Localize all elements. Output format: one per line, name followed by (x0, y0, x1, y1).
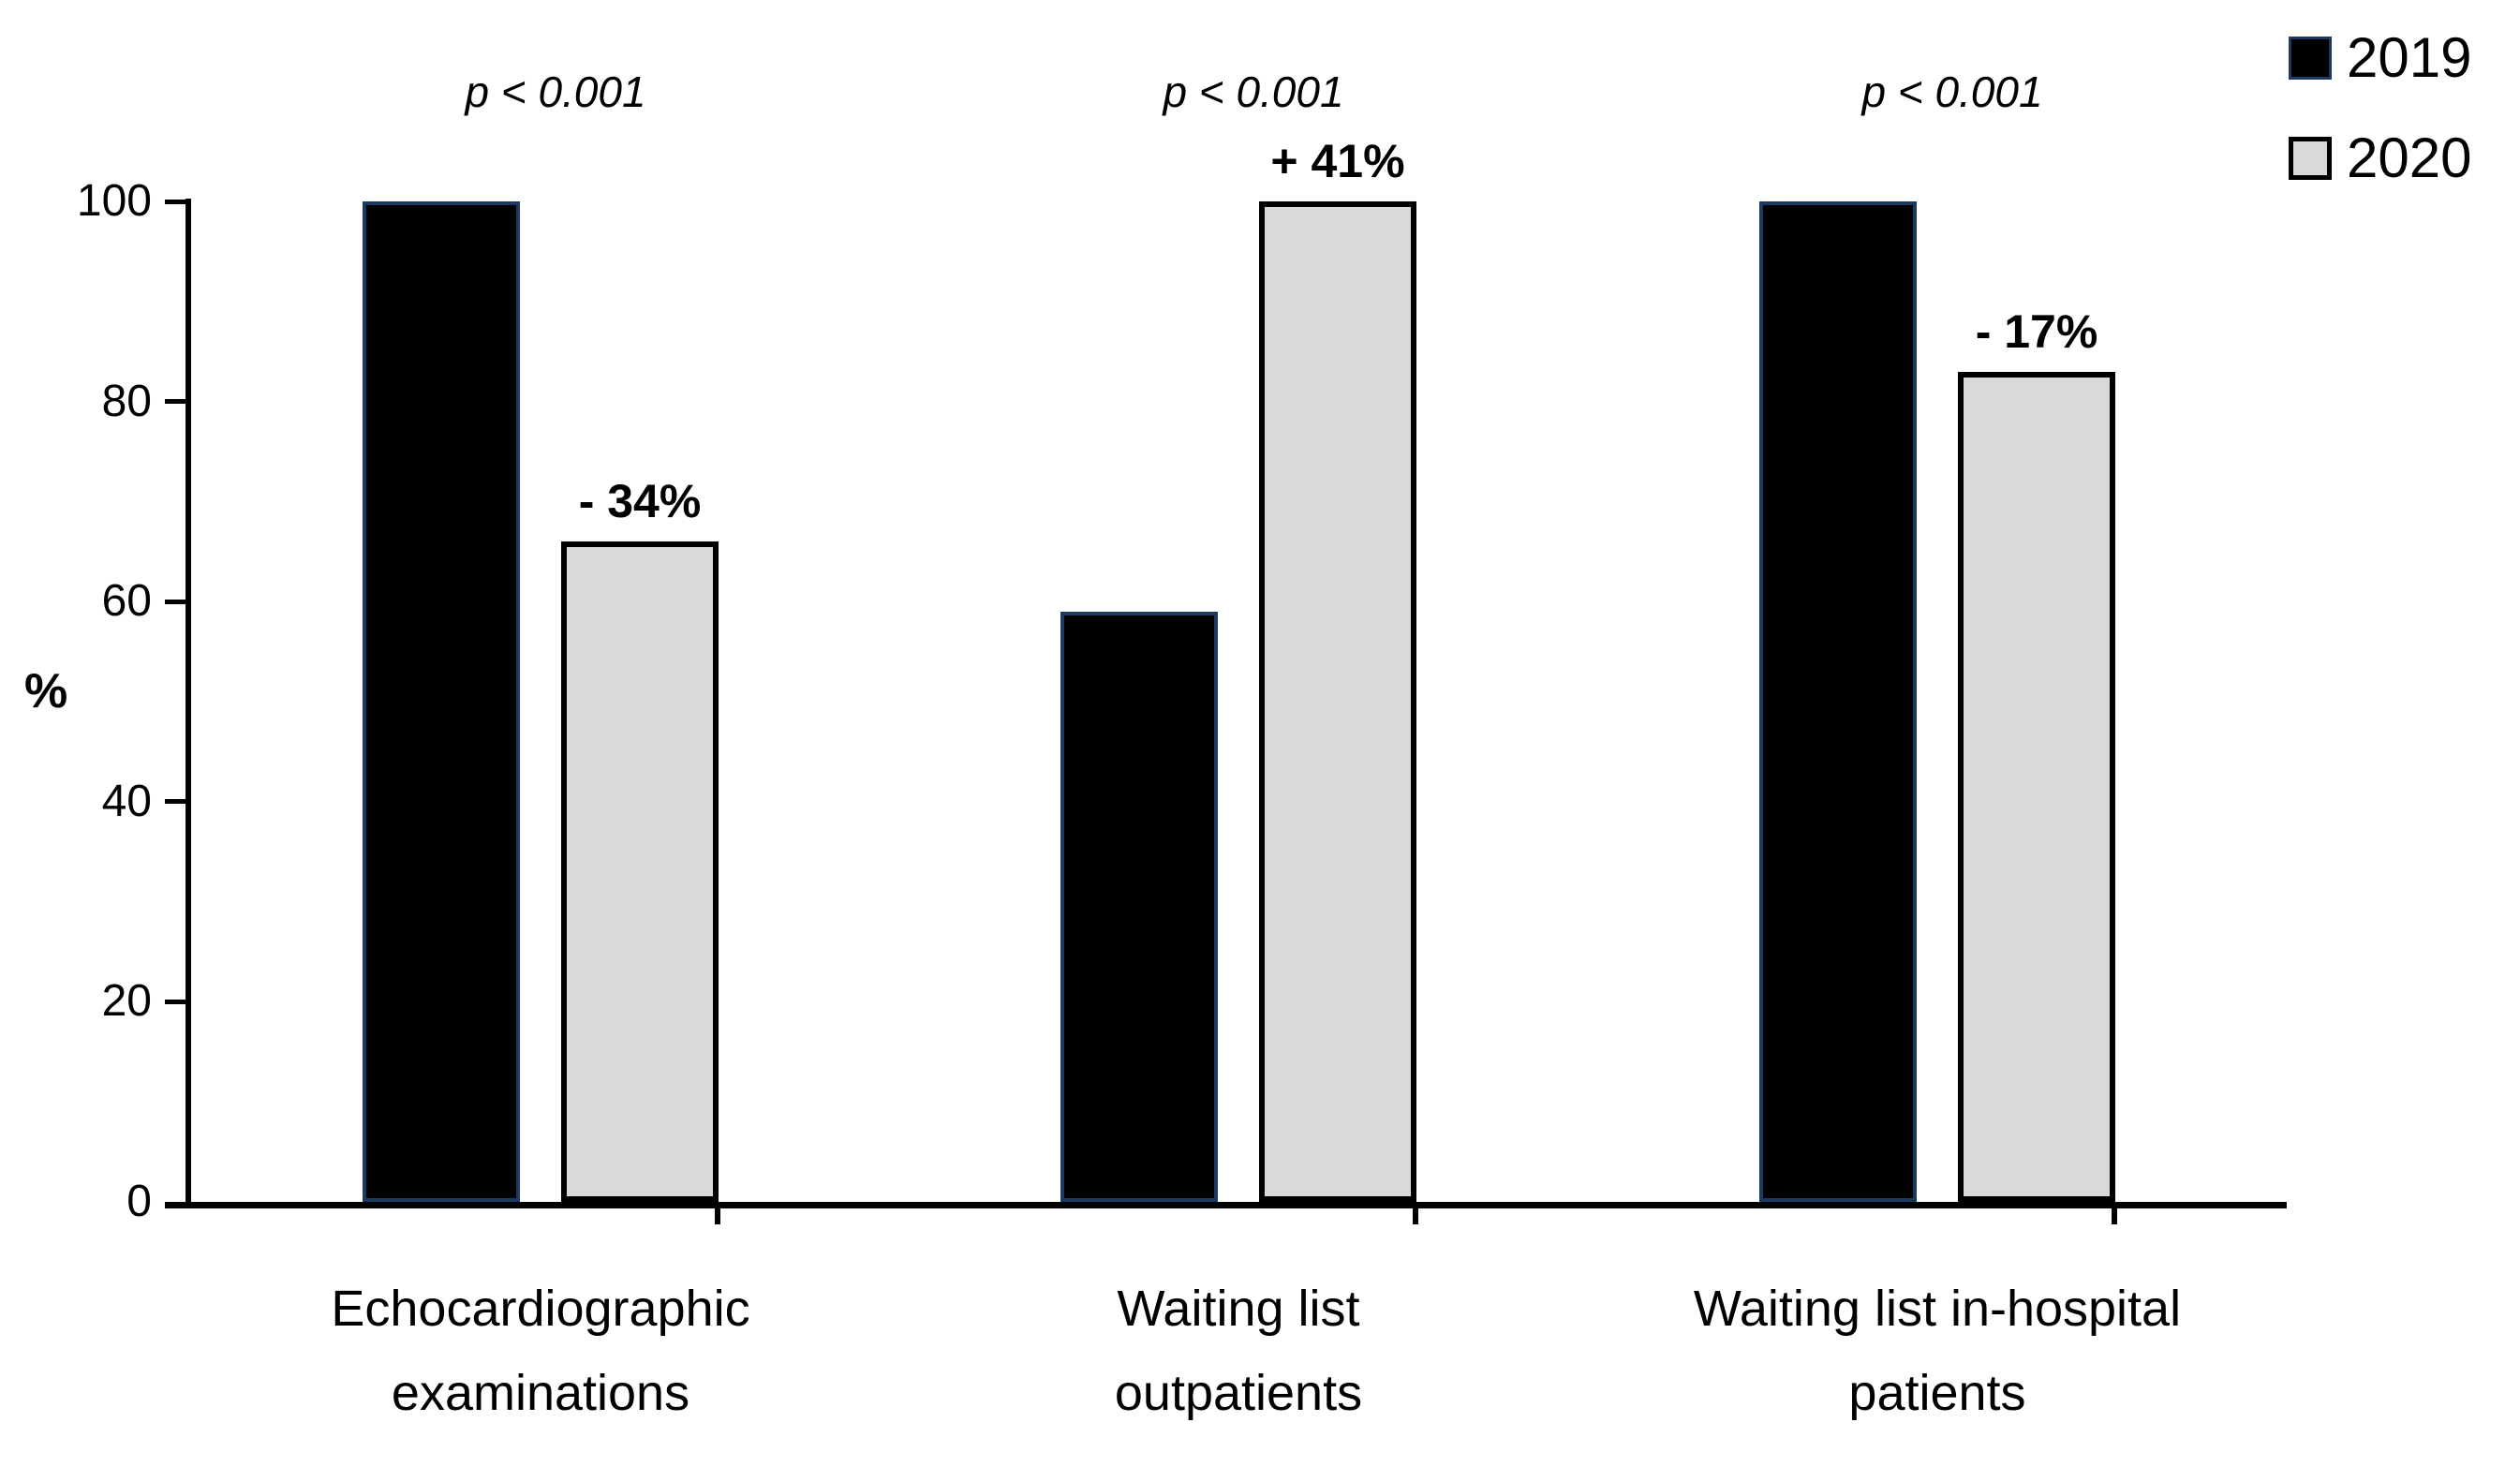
category-label-line: examinations (391, 1365, 690, 1421)
bar-2020-2 (1958, 371, 2115, 1202)
y-tick (165, 799, 191, 805)
category-label-line: Waiting list (1117, 1281, 1360, 1337)
y-tick-label: 100 (76, 176, 152, 226)
y-tick (165, 399, 191, 405)
legend-swatch-2020-icon (2289, 137, 2332, 180)
category-label: Waiting list in-hospital patients (1516, 1267, 2359, 1435)
y-tick-label: 0 (126, 1177, 152, 1226)
x-tick (715, 1202, 720, 1224)
y-axis (185, 199, 191, 1205)
y-axis-title: % (24, 664, 68, 719)
x-axis (165, 1202, 2287, 1208)
p-value-label: p < 0.001 (1163, 67, 1344, 116)
change-label: + 41% (1270, 135, 1405, 187)
category-label: Waiting list outpatients (817, 1267, 1660, 1435)
y-tick (165, 199, 191, 204)
x-tick (1413, 1202, 1418, 1224)
bar-2019-0 (363, 201, 520, 1202)
y-tick-label: 80 (101, 376, 152, 426)
category-label-line: Waiting list in-hospital (1693, 1281, 2182, 1337)
y-tick-label: 40 (101, 776, 152, 826)
legend-label-2019: 2019 (2347, 26, 2472, 89)
category-label-line: patients (1848, 1365, 2026, 1421)
change-label: - 34% (578, 475, 702, 528)
bar-2020-0 (561, 541, 719, 1202)
bar-2019-2 (1759, 201, 1917, 1202)
y-tick (165, 599, 191, 604)
legend-item-2019: 2019 (2289, 27, 2471, 89)
category-label-line: outpatients (1114, 1365, 1363, 1421)
bar-2019-1 (1060, 611, 1218, 1202)
change-label: - 17% (1975, 304, 2098, 358)
p-value-label: p < 0.001 (465, 67, 646, 116)
legend-swatch-2019-icon (2289, 37, 2332, 80)
bar-2020-1 (1259, 201, 1416, 1202)
y-tick-label: 60 (101, 576, 152, 627)
legend-label-2020: 2020 (2347, 126, 2472, 189)
p-value-label: p < 0.001 (1861, 67, 2043, 116)
y-tick-label: 20 (101, 976, 152, 1027)
category-label-line: Echocardiographic (331, 1281, 750, 1337)
category-label: Echocardiographic examinations (119, 1267, 962, 1435)
x-tick (2112, 1202, 2117, 1224)
y-tick (165, 999, 191, 1004)
legend-item-2020: 2020 (2289, 127, 2471, 189)
